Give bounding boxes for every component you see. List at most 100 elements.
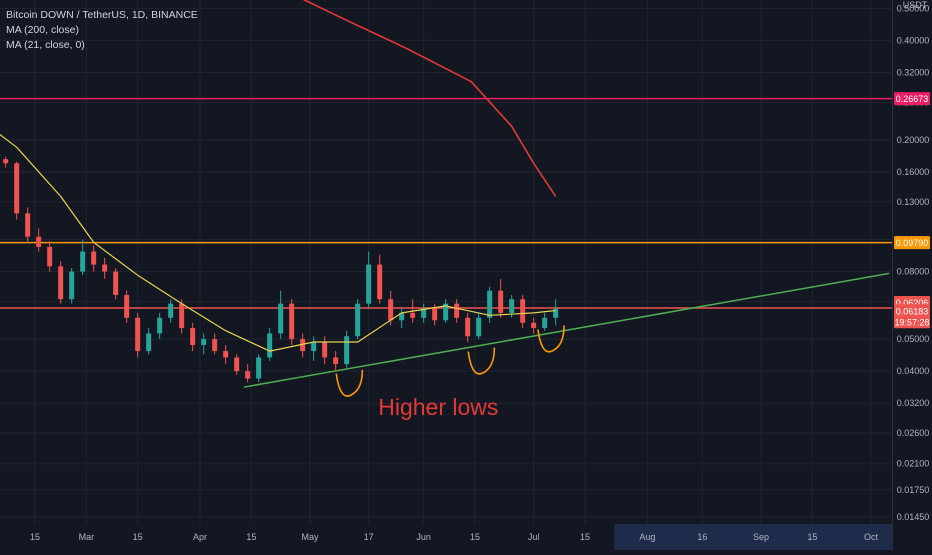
future-range-highlight	[614, 524, 892, 550]
candle-body[interactable]	[47, 246, 53, 267]
price-badge[interactable]	[894, 236, 930, 250]
x-tick-label: Apr	[193, 532, 207, 542]
candle-body[interactable]	[289, 303, 295, 340]
candle-body[interactable]	[311, 341, 317, 352]
x-tick-label: Mar	[79, 532, 95, 542]
candle-body[interactable]	[36, 236, 42, 247]
y-tick-label: 0.04000	[897, 366, 930, 376]
x-tick-label: 15	[580, 532, 590, 542]
ma200-line[interactable]	[288, 0, 557, 197]
candle-body[interactable]	[14, 163, 20, 214]
y-tick-label: 0.05000	[897, 334, 930, 344]
y-tick-label: 0.02600	[897, 428, 930, 438]
x-tick-label: 15	[470, 532, 480, 542]
candle-body[interactable]	[91, 251, 97, 265]
candle-body[interactable]	[399, 312, 405, 321]
candle-body[interactable]	[212, 339, 218, 352]
candle-body[interactable]	[201, 339, 207, 345]
x-tick-label: 15	[807, 532, 817, 542]
y-tick-label: 0.02100	[897, 459, 930, 469]
candle-body[interactable]	[69, 271, 75, 300]
candle-body[interactable]	[355, 303, 361, 337]
y-tick-label: 0.40000	[897, 35, 930, 45]
current-price-badge-text: 0.06183	[896, 306, 929, 316]
y-tick-label: 0.01750	[897, 485, 930, 495]
higher-low-marker	[537, 325, 565, 353]
candle-body[interactable]	[553, 308, 559, 318]
candle-body[interactable]	[531, 322, 537, 329]
candle-body[interactable]	[421, 308, 427, 318]
candle-body[interactable]	[157, 317, 163, 334]
price-badge-text: 0.26673	[896, 94, 929, 104]
candle-body[interactable]	[476, 317, 482, 337]
candle-body[interactable]	[377, 264, 383, 300]
price-badge[interactable]	[894, 92, 930, 106]
higher-low-marker	[467, 347, 496, 375]
x-tick-label: Jul	[528, 532, 540, 542]
x-tick-label: Jun	[416, 532, 431, 542]
candle-body[interactable]	[344, 336, 350, 365]
candle-body[interactable]	[498, 290, 504, 313]
y-tick-label: 0.16000	[897, 167, 930, 177]
candle-body[interactable]	[256, 357, 262, 379]
candle-body[interactable]	[58, 266, 64, 300]
price-badge-text: 0.09790	[896, 238, 929, 248]
higher-low-marker	[335, 369, 364, 397]
candle-body[interactable]	[146, 333, 152, 352]
candle-body[interactable]	[443, 303, 449, 321]
x-tick-label: 15	[133, 532, 143, 542]
y-tick-label: 0.32000	[897, 67, 930, 77]
candle-body[interactable]	[135, 317, 141, 352]
candle-body[interactable]	[179, 303, 185, 329]
x-tick-label: 15	[246, 532, 256, 542]
ma21-line[interactable]	[0, 114, 556, 352]
candle-body[interactable]	[245, 371, 251, 379]
x-tick-label: 15	[30, 532, 40, 542]
y-tick-label: 0.03200	[897, 398, 930, 408]
candle-body[interactable]	[465, 317, 471, 337]
candle-body[interactable]	[520, 299, 526, 323]
ma200-legend[interactable]: MA (200, close)	[6, 24, 79, 36]
candle-body[interactable]	[190, 328, 196, 345]
candle-body[interactable]	[388, 299, 394, 321]
y-tick-label: 0.50000	[897, 3, 930, 13]
candle-body[interactable]	[267, 333, 273, 358]
x-tick-label: 17	[364, 532, 374, 542]
chart-legend: Bitcoin DOWN / TetherUS, 1D, BINANCE MA …	[6, 8, 198, 53]
candle-body[interactable]	[102, 264, 108, 272]
y-tick-label: 0.08000	[897, 267, 930, 277]
x-tick-label: May	[301, 532, 319, 542]
price-unit-label: USDT	[902, 0, 928, 10]
candle-body[interactable]	[487, 290, 493, 318]
candle-body[interactable]	[432, 308, 438, 321]
candle-body[interactable]	[300, 339, 306, 352]
x-tick-label: Oct	[864, 532, 879, 542]
candle-body[interactable]	[333, 357, 339, 365]
x-tick-label: Sep	[753, 532, 769, 542]
candle-body[interactable]	[278, 303, 284, 334]
candle-body[interactable]	[454, 303, 460, 318]
candle-body[interactable]	[113, 271, 119, 295]
trendline-support[interactable]	[243, 272, 890, 388]
candle-body[interactable]	[410, 312, 416, 318]
candle-body[interactable]	[223, 351, 229, 358]
candle-body[interactable]	[124, 294, 130, 318]
candle-body[interactable]	[322, 341, 328, 358]
candle-body[interactable]	[168, 303, 174, 318]
candle-body[interactable]	[509, 299, 515, 313]
current-price-badge[interactable]	[894, 304, 930, 329]
symbol-title[interactable]: Bitcoin DOWN / TetherUS, 1D, BINANCE	[6, 9, 198, 21]
annotation-text: Higher lows	[378, 394, 498, 420]
candle-body[interactable]	[25, 213, 31, 237]
candle-body[interactable]	[80, 251, 86, 272]
candle-body[interactable]	[366, 264, 372, 304]
x-tick-label: Aug	[639, 532, 655, 542]
x-tick-label: 16	[697, 532, 707, 542]
candle-body[interactable]	[3, 159, 9, 164]
candle-body[interactable]	[234, 357, 240, 372]
ma21-legend[interactable]: MA (21, close, 0)	[6, 39, 85, 51]
candle-body[interactable]	[542, 317, 548, 329]
